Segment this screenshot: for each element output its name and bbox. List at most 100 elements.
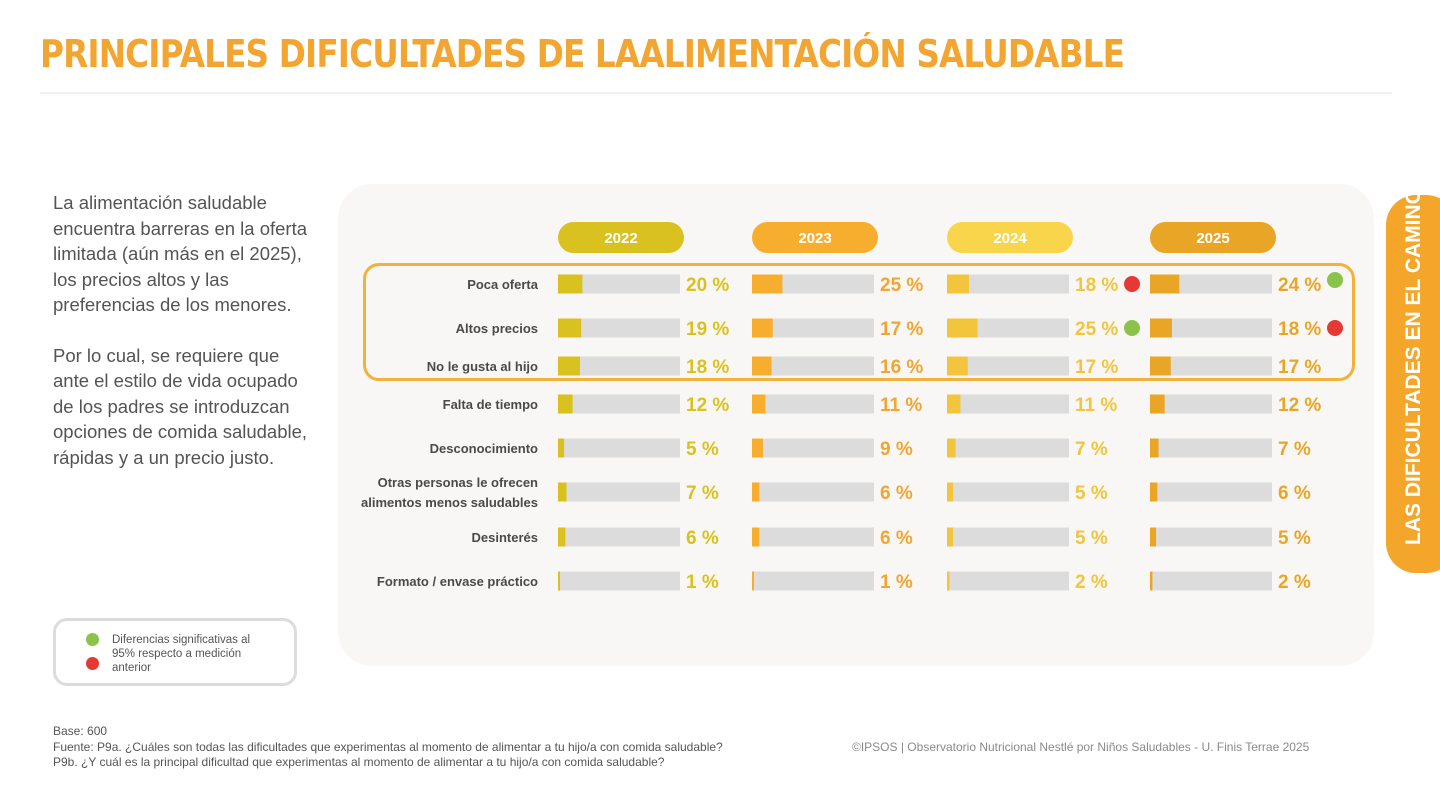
bar	[752, 318, 773, 338]
year-header-pill	[752, 222, 878, 253]
bar-track	[947, 482, 1069, 502]
value-label: 5 %	[1075, 528, 1108, 549]
bar	[1150, 394, 1165, 414]
credits: ©IPSOS | Observatorio Nutricional Nestlé…	[852, 740, 1310, 754]
value-label: 18 %	[686, 357, 729, 378]
bar-track	[558, 356, 680, 376]
category-label: alimentos menos saludables	[361, 495, 538, 510]
intro-text: La alimentación saludable encuentra barr…	[53, 190, 313, 495]
footer-source: Fuente: P9a. ¿Cuáles son todas las dific…	[53, 739, 723, 754]
bar-track	[558, 527, 680, 547]
value-label: 6 %	[686, 528, 719, 549]
category-label: Poca oferta	[467, 277, 539, 292]
year-header-label: 2023	[798, 230, 831, 247]
bar-track	[1150, 274, 1272, 294]
bar-track	[1150, 356, 1272, 376]
value-label: 25 %	[1075, 319, 1118, 340]
intro-paragraph-1: La alimentación saludable encuentra barr…	[53, 192, 308, 315]
bar-track	[947, 571, 1069, 591]
bar	[947, 318, 978, 338]
bar-track	[1150, 438, 1272, 458]
value-label: 25 %	[880, 275, 923, 296]
value-label: 24 %	[1278, 275, 1321, 296]
value-label: 5 %	[1075, 483, 1108, 504]
bar-track	[558, 318, 680, 338]
bar	[947, 482, 954, 502]
year-header-pill	[947, 222, 1073, 253]
value-label: 2 %	[1075, 572, 1108, 593]
value-label: 12 %	[686, 395, 729, 416]
category-label: Falta de tiempo	[443, 397, 538, 412]
bar	[752, 356, 772, 376]
value-label: 11 %	[1075, 395, 1117, 416]
bar	[1150, 438, 1159, 458]
value-label: 1 %	[686, 572, 719, 593]
value-label: 17 %	[1278, 357, 1321, 378]
category-label: Desconocimiento	[430, 441, 538, 456]
footer-notes: Base: 600 Fuente: P9a. ¿Cuáles son todas…	[53, 724, 723, 771]
value-label: 6 %	[1278, 483, 1311, 504]
category-label: Altos precios	[456, 321, 538, 336]
bar	[752, 482, 760, 502]
significance-legend: Diferencias significativas al 95% respec…	[53, 618, 297, 686]
bar	[752, 527, 760, 547]
bar	[558, 571, 560, 591]
bar-track	[947, 438, 1069, 458]
section-tab	[1386, 195, 1440, 573]
category-label: Desinterés	[472, 530, 538, 545]
bar-track	[1150, 482, 1272, 502]
title-divider	[40, 92, 1392, 94]
bar	[1150, 318, 1172, 338]
bar-track	[947, 274, 1069, 294]
bar	[1150, 571, 1153, 591]
significance-up-dot-icon	[1327, 272, 1343, 288]
bar-track	[947, 356, 1069, 376]
category-label: Formato / envase práctico	[377, 574, 538, 589]
value-label: 7 %	[1278, 439, 1311, 460]
bar-track	[752, 438, 874, 458]
value-label: 17 %	[1075, 357, 1118, 378]
significance-down-dot-icon	[1327, 320, 1343, 336]
legend-label: Diferencias significativas al 95% respec…	[112, 634, 251, 674]
bar-track	[1150, 527, 1272, 547]
bar	[1150, 482, 1158, 502]
footer-question: P9b. ¿Y cuál es la principal dificultad …	[53, 755, 665, 769]
intro-paragraph-2: Por lo cual, se requiere que ante el est…	[53, 344, 308, 468]
bar-track	[1150, 318, 1272, 338]
bar	[1150, 274, 1180, 294]
category-label: No le gusta al hijo	[427, 359, 538, 374]
bar	[947, 438, 956, 458]
bar	[558, 438, 565, 458]
bar	[558, 318, 582, 338]
bar	[947, 356, 968, 376]
value-label: 1 %	[880, 572, 913, 593]
year-header-pill	[558, 222, 684, 253]
bar-track	[752, 527, 874, 547]
bar-track	[947, 527, 1069, 547]
bar	[752, 274, 783, 294]
value-label: 9 %	[880, 439, 913, 460]
highlight-frame	[363, 263, 1355, 381]
year-header-pill	[1150, 222, 1276, 253]
value-label: 18 %	[1075, 275, 1118, 296]
bar	[1150, 356, 1171, 376]
value-label: 18 %	[1278, 319, 1321, 340]
bar-track	[752, 571, 874, 591]
bar	[752, 394, 766, 414]
value-label: 6 %	[880, 483, 913, 504]
bar-track	[1150, 571, 1272, 591]
value-label: 6 %	[880, 528, 913, 549]
bar	[947, 394, 961, 414]
value-label: 11 %	[880, 395, 922, 416]
bar-track	[558, 571, 680, 591]
bar	[1150, 527, 1157, 547]
value-label: 5 %	[1278, 528, 1311, 549]
value-label: 19 %	[686, 319, 729, 340]
bar-track	[752, 394, 874, 414]
value-label: 2 %	[1278, 572, 1311, 593]
red-dot-icon	[86, 657, 99, 670]
bar-track	[558, 274, 680, 294]
value-label: 16 %	[880, 357, 923, 378]
bar	[947, 527, 954, 547]
